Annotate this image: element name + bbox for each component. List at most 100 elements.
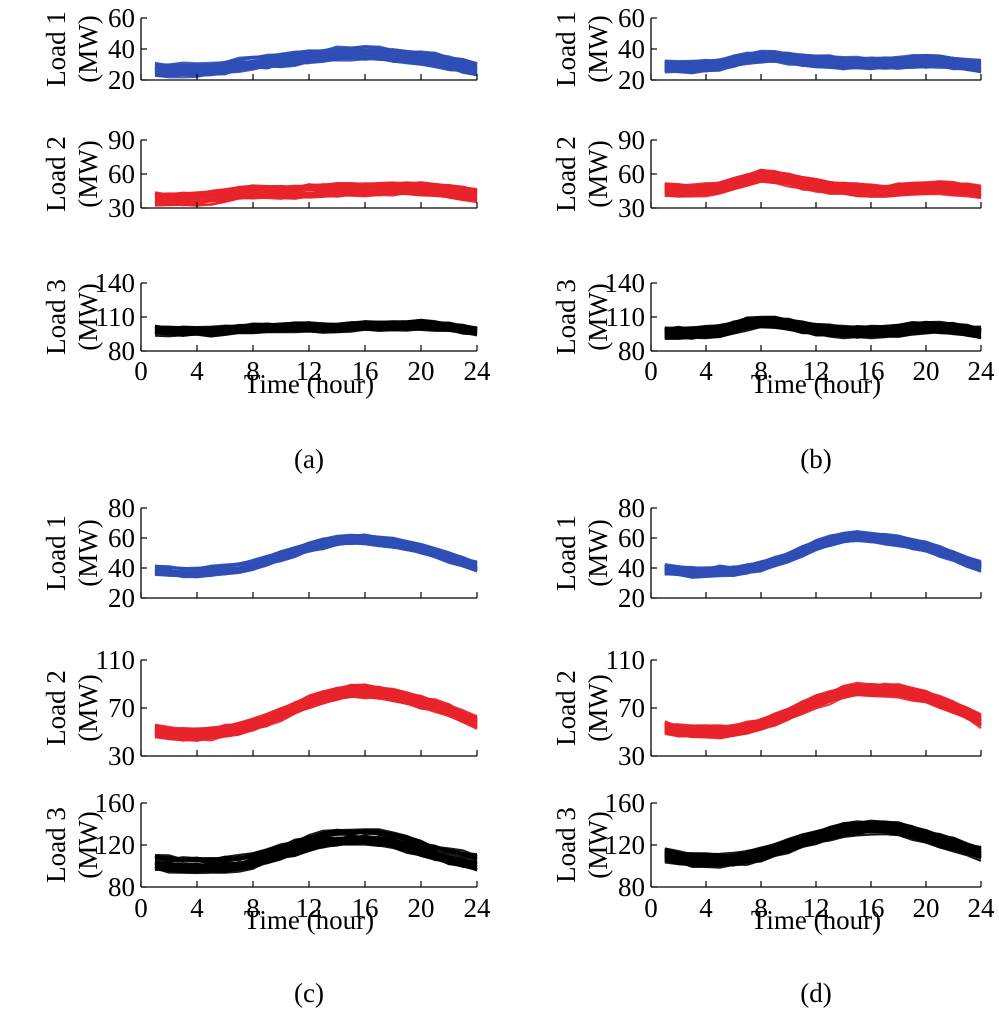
series-trace	[664, 54, 982, 69]
series-trace	[154, 837, 478, 870]
series-trace	[664, 318, 982, 333]
series-trace	[154, 830, 478, 862]
series-trace	[154, 189, 478, 205]
y-tick-label: 30	[618, 193, 645, 223]
series-trace	[154, 690, 478, 738]
y-tick-label: 20	[618, 583, 645, 613]
y-tick-label: 160	[605, 788, 646, 818]
series-trace	[664, 826, 982, 865]
y-tick-label: 110	[606, 645, 646, 675]
y-tick-label: 40	[618, 34, 645, 64]
y-tick-label: 20	[108, 65, 135, 95]
y-tick-label: 20	[618, 65, 645, 95]
series-trace	[664, 534, 982, 572]
x-tick-label: 24	[464, 893, 492, 923]
x-tick-label: 0	[644, 893, 658, 923]
series-trace	[664, 320, 982, 335]
y-tick-label: 120	[605, 830, 646, 860]
y-axis-label: Load 2(MW)	[41, 136, 103, 212]
x-tick-label: 0	[134, 893, 148, 923]
x-tick-label: 8	[754, 893, 768, 923]
y-axis-label: Load 1(MW)	[551, 11, 613, 87]
y-axis-label: Load 1(MW)	[41, 11, 103, 87]
x-tick-label: 4	[699, 893, 713, 923]
x-tick-label: 0	[644, 356, 658, 386]
x-tick-label: 4	[190, 893, 204, 923]
series-trace	[664, 830, 982, 869]
y-tick-label: 60	[618, 159, 645, 189]
x-tick-label: 8	[246, 356, 260, 386]
y-tick-label: 90	[108, 125, 135, 155]
y-tick-label: 30	[618, 741, 645, 771]
series-trace	[664, 180, 982, 198]
y-tick-label: 120	[95, 830, 136, 860]
y-axis-label: Load 3(MW)	[41, 279, 103, 355]
series-trace	[664, 176, 982, 194]
y-tick-label: 110	[96, 645, 136, 675]
x-tick-label: 24	[464, 356, 492, 386]
series-trace	[154, 50, 478, 72]
x-tick-label: 16	[858, 893, 885, 923]
y-tick-label: 40	[108, 34, 135, 64]
y-axis-label: Load 1(MW)	[551, 515, 613, 591]
x-axis-label: Time (hour)	[751, 905, 881, 935]
series-trace	[154, 327, 478, 338]
series-trace	[154, 326, 478, 336]
series-trace	[154, 686, 478, 733]
x-tick-label: 16	[352, 356, 379, 386]
x-axis-label: Time (hour)	[244, 905, 374, 935]
y-axis-label: Load 3(MW)	[41, 807, 103, 883]
series-trace	[154, 181, 478, 196]
y-axis-label: Load 2(MW)	[41, 670, 103, 746]
y-axis-label: Load 2(MW)	[551, 670, 613, 746]
y-tick-label: 30	[108, 741, 135, 771]
x-tick-label: 0	[134, 356, 148, 386]
series-trace	[154, 318, 478, 330]
series-trace	[154, 683, 478, 731]
series-trace	[154, 541, 478, 579]
x-tick-label: 20	[913, 893, 940, 923]
y-axis-label: Load 3(MW)	[551, 279, 613, 355]
y-tick-label: 60	[108, 159, 135, 189]
y-tick-label: 70	[108, 693, 135, 723]
y-tick-label: 80	[618, 493, 645, 523]
x-tick-label: 20	[408, 356, 435, 386]
x-tick-label: 12	[296, 356, 323, 386]
y-tick-label: 60	[618, 3, 645, 33]
y-tick-label: 110	[96, 302, 136, 332]
series-trace	[664, 325, 982, 340]
y-tick-label: 110	[606, 302, 646, 332]
series-trace	[155, 45, 478, 66]
panel-caption: (c)	[294, 978, 324, 1008]
y-tick-label: 70	[618, 693, 645, 723]
panel-caption: (a)	[294, 444, 324, 474]
y-tick-label: 80	[108, 336, 135, 366]
y-tick-label: 20	[108, 583, 135, 613]
panel-caption: (b)	[800, 444, 831, 474]
y-tick-label: 80	[108, 872, 135, 902]
x-tick-label: 12	[803, 893, 830, 923]
series-trace	[664, 51, 982, 66]
y-tick-label: 80	[618, 336, 645, 366]
series-trace	[664, 539, 982, 579]
series-trace	[664, 687, 982, 732]
x-tick-label: 8	[246, 893, 260, 923]
panel-caption: (d)	[800, 978, 831, 1008]
x-tick-label: 20	[408, 893, 435, 923]
y-tick-label: 90	[618, 125, 645, 155]
